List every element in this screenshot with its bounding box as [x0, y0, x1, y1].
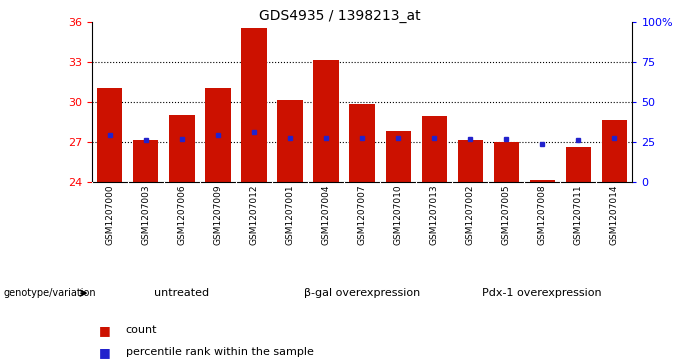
- Text: GSM1207008: GSM1207008: [538, 184, 547, 245]
- Text: GSM1207007: GSM1207007: [358, 184, 367, 245]
- Bar: [241, 28, 267, 182]
- Bar: [422, 116, 447, 182]
- Text: GSM1207003: GSM1207003: [141, 184, 150, 245]
- Bar: [133, 140, 158, 182]
- Text: GSM1207011: GSM1207011: [574, 184, 583, 245]
- Bar: [458, 140, 483, 182]
- Text: GDS4935 / 1398213_at: GDS4935 / 1398213_at: [259, 9, 421, 23]
- Text: GSM1207013: GSM1207013: [430, 184, 439, 245]
- Text: GSM1207001: GSM1207001: [286, 184, 294, 245]
- Text: GSM1207009: GSM1207009: [214, 184, 222, 245]
- Text: GSM1207002: GSM1207002: [466, 184, 475, 245]
- Bar: [494, 142, 519, 182]
- Text: ■: ■: [99, 324, 110, 337]
- Bar: [530, 180, 555, 182]
- Bar: [350, 104, 375, 182]
- Text: GSM1207010: GSM1207010: [394, 184, 403, 245]
- Bar: [97, 88, 122, 182]
- Bar: [169, 115, 194, 182]
- Text: ■: ■: [99, 346, 110, 359]
- Text: genotype/variation: genotype/variation: [3, 288, 96, 298]
- Text: Pdx-1 overexpression: Pdx-1 overexpression: [483, 288, 602, 298]
- Text: GSM1207000: GSM1207000: [105, 184, 114, 245]
- Text: β-gal overexpression: β-gal overexpression: [304, 288, 420, 298]
- Text: GSM1207014: GSM1207014: [610, 184, 619, 245]
- Bar: [386, 131, 411, 182]
- Text: GSM1207004: GSM1207004: [322, 184, 330, 245]
- Bar: [602, 120, 627, 182]
- Bar: [566, 147, 591, 182]
- Text: GSM1207005: GSM1207005: [502, 184, 511, 245]
- Text: GSM1207006: GSM1207006: [177, 184, 186, 245]
- Text: percentile rank within the sample: percentile rank within the sample: [126, 347, 313, 357]
- Bar: [205, 88, 231, 182]
- Text: untreated: untreated: [154, 288, 209, 298]
- Bar: [313, 60, 339, 182]
- Bar: [277, 100, 303, 182]
- Text: GSM1207012: GSM1207012: [250, 184, 258, 245]
- Text: count: count: [126, 325, 157, 335]
